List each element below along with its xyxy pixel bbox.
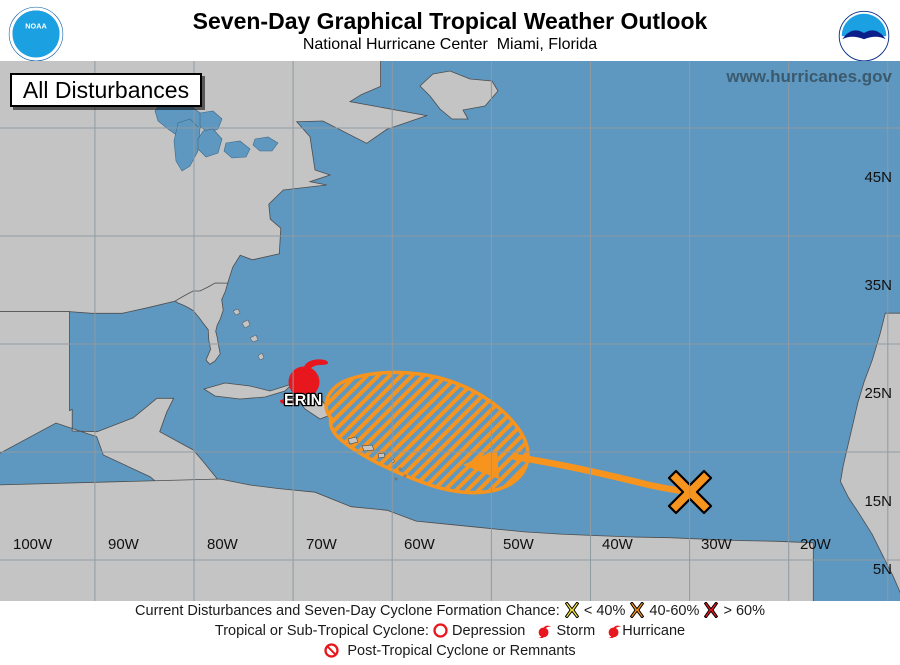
svg-text:ERIN: ERIN [284,392,322,409]
svg-text:NOAA: NOAA [25,21,47,30]
